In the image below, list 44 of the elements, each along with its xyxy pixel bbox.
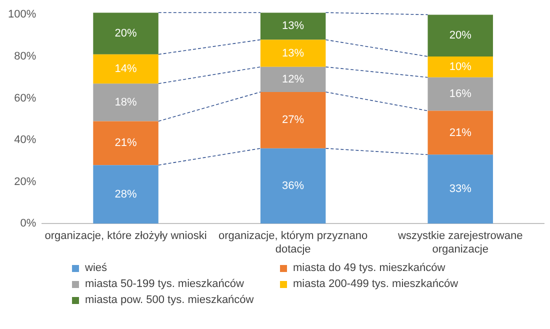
bar xyxy=(260,148,326,224)
bar xyxy=(428,110,493,155)
bar xyxy=(260,66,326,92)
bar xyxy=(428,77,493,111)
data-label: 28% xyxy=(114,188,137,200)
data-label: 20% xyxy=(449,30,472,42)
y-tick-label: 60% xyxy=(14,92,36,104)
legend-label: miasta 50-199 tys. mieszkańców xyxy=(85,278,244,290)
bar xyxy=(260,40,326,67)
bar xyxy=(93,165,158,224)
x-tick-label: wszystkie zarejestrowane organizacje xyxy=(396,230,523,256)
bar xyxy=(428,14,493,56)
legend-label: wieś xyxy=(85,262,108,274)
data-label: 33% xyxy=(449,183,472,196)
data-label: 27% xyxy=(282,114,304,126)
legend-label: miasta do 49 tys. mieszkańców xyxy=(293,262,446,274)
x-tick-label: organizacje, którym przyznano dotacje xyxy=(218,230,368,256)
data-label: 20% xyxy=(114,28,137,40)
bar xyxy=(93,84,158,122)
y-tick-label: 40% xyxy=(14,134,36,146)
y-tick-label: 0% xyxy=(20,218,36,230)
bar xyxy=(93,121,158,166)
data-label: 10% xyxy=(449,60,472,73)
data-label: 36% xyxy=(282,180,304,192)
data-label: 13% xyxy=(282,47,304,60)
bar xyxy=(428,154,493,224)
y-tick-label: 80% xyxy=(14,50,36,63)
bar xyxy=(260,12,326,40)
data-label: 16% xyxy=(449,88,472,100)
legend-label: miasta 200-499 tys. mieszkańców xyxy=(293,278,458,290)
bar xyxy=(260,92,326,148)
bar xyxy=(93,12,158,54)
data-label: 13% xyxy=(282,20,304,32)
data-label: 12% xyxy=(282,73,304,86)
y-tick-label: 100% xyxy=(8,8,36,21)
y-tick-label: 20% xyxy=(14,176,36,188)
data-label: 14% xyxy=(114,63,137,76)
legend-label: miasta pow. 500 tys. mieszkańców xyxy=(85,294,254,306)
data-label: 21% xyxy=(114,137,137,150)
bar xyxy=(428,56,493,78)
data-label: 21% xyxy=(449,126,472,139)
data-label: 18% xyxy=(114,96,137,108)
bar xyxy=(93,54,158,84)
x-tick-label: organizacje, które złożyły wnioski xyxy=(44,230,207,242)
